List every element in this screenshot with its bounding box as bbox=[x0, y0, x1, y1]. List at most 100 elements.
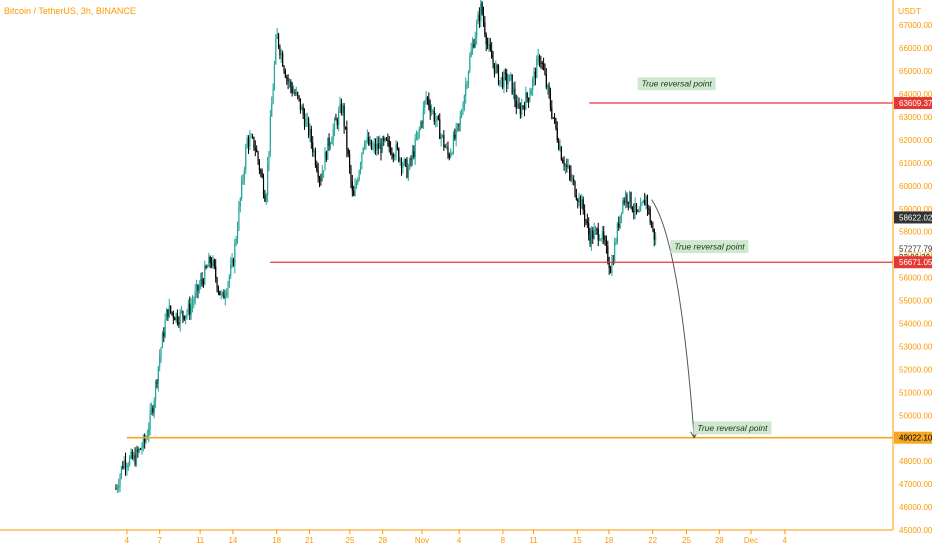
candle-body bbox=[448, 154, 450, 158]
candle-body bbox=[403, 159, 405, 166]
candle-body bbox=[309, 128, 311, 136]
reversal-annotation[interactable]: True reversal point bbox=[670, 240, 749, 254]
candle-body bbox=[432, 110, 434, 112]
projection-arrow[interactable] bbox=[651, 199, 695, 438]
candle-body bbox=[389, 147, 392, 154]
candle-body bbox=[547, 85, 549, 88]
candle-body bbox=[170, 305, 172, 312]
candle-body bbox=[212, 259, 214, 266]
candle-body bbox=[208, 256, 210, 268]
candle-body bbox=[272, 88, 274, 104]
candle-body bbox=[649, 208, 651, 223]
candle-body bbox=[247, 138, 250, 147]
candle-body bbox=[138, 448, 140, 452]
candle-body bbox=[249, 137, 251, 147]
candle-body bbox=[470, 50, 472, 57]
candle-body bbox=[392, 154, 394, 158]
reversal-annotation[interactable]: True reversal point bbox=[637, 77, 716, 91]
candle-body bbox=[193, 300, 195, 303]
candle-body bbox=[530, 89, 532, 96]
time-axis[interactable]: 4 7 11 14 18 21 25 28 Nov 4 8 11 15 18 22 25 28 Dec 4 bbox=[125, 530, 788, 545]
price-tick-label: 61000.00 bbox=[899, 159, 932, 168]
candle-body bbox=[556, 128, 558, 141]
candle-body bbox=[234, 243, 236, 266]
candle-body bbox=[344, 126, 347, 128]
annotation-bg bbox=[670, 240, 749, 254]
candle-body bbox=[210, 262, 213, 266]
candle-body bbox=[340, 104, 342, 114]
candle-body bbox=[231, 259, 233, 265]
candle-body bbox=[126, 466, 128, 468]
price-tick-label: 52000.00 bbox=[899, 365, 932, 374]
candle-body bbox=[428, 98, 430, 106]
price-tick-label: 64000.00 bbox=[899, 90, 932, 99]
candle-body bbox=[466, 84, 468, 86]
candle-body bbox=[526, 93, 528, 98]
candle-body bbox=[366, 137, 368, 141]
candle-body bbox=[634, 203, 636, 212]
candle-body bbox=[597, 229, 599, 241]
candle-body bbox=[454, 134, 456, 139]
candle-body bbox=[276, 33, 278, 39]
candle-body bbox=[437, 116, 439, 120]
candle-body bbox=[329, 143, 332, 146]
candle-body bbox=[413, 151, 415, 158]
candle-body bbox=[135, 449, 138, 465]
candle-body bbox=[116, 487, 118, 489]
candle-body bbox=[478, 14, 480, 21]
candle-body bbox=[592, 230, 594, 239]
candle-body bbox=[291, 87, 293, 94]
candle-body bbox=[482, 13, 485, 23]
candle-body bbox=[506, 73, 508, 85]
candle-body bbox=[236, 228, 239, 239]
candle-body bbox=[523, 106, 526, 110]
candle-body bbox=[616, 223, 618, 243]
price-label: 57277.79 bbox=[899, 244, 932, 253]
candle-body bbox=[232, 259, 235, 266]
price-tick-label: 46000.00 bbox=[899, 503, 932, 512]
candle-body bbox=[235, 238, 237, 244]
candle-body bbox=[335, 119, 337, 121]
candle-body bbox=[525, 93, 527, 110]
candle-body bbox=[395, 144, 397, 157]
candle-body bbox=[410, 158, 412, 161]
candle-body bbox=[451, 153, 453, 155]
candle-body bbox=[301, 106, 303, 111]
candle-body bbox=[568, 166, 571, 173]
candle-body bbox=[435, 120, 437, 122]
price-axis[interactable]: 46000.0047000.0048000.0049000.0050000.00… bbox=[899, 21, 932, 535]
candle-body bbox=[338, 111, 340, 125]
candle-body bbox=[346, 127, 348, 150]
candle-body bbox=[631, 207, 634, 211]
candle-body bbox=[585, 219, 587, 222]
candle-body bbox=[359, 163, 362, 171]
candle-body bbox=[529, 95, 531, 102]
candle-body bbox=[545, 74, 547, 88]
candle-body bbox=[645, 196, 647, 206]
time-tick-label: 4 bbox=[783, 536, 788, 545]
candle-body bbox=[510, 74, 512, 76]
candle-body bbox=[377, 143, 379, 149]
price-tick-label: 62000.00 bbox=[899, 136, 932, 145]
candle-body bbox=[246, 138, 248, 148]
candle-body bbox=[436, 116, 438, 121]
candle-body bbox=[131, 451, 133, 459]
candle-body bbox=[145, 438, 147, 442]
candle-body bbox=[555, 118, 557, 129]
candle-body bbox=[381, 137, 383, 153]
candle-body bbox=[256, 149, 258, 152]
candle-body bbox=[484, 22, 486, 35]
candle-body bbox=[365, 140, 367, 145]
candle-body bbox=[640, 204, 642, 212]
candle-body bbox=[180, 311, 183, 313]
candle-body bbox=[269, 116, 271, 152]
candle-body bbox=[260, 170, 262, 173]
candle-body bbox=[115, 488, 117, 490]
candle-body bbox=[384, 138, 386, 141]
reversal-annotation[interactable]: True reversal point bbox=[693, 421, 772, 435]
candle-body bbox=[630, 192, 632, 208]
candle-body bbox=[582, 199, 584, 211]
candle-body bbox=[583, 210, 586, 220]
candle-body bbox=[441, 135, 444, 137]
candle-body bbox=[527, 97, 530, 102]
